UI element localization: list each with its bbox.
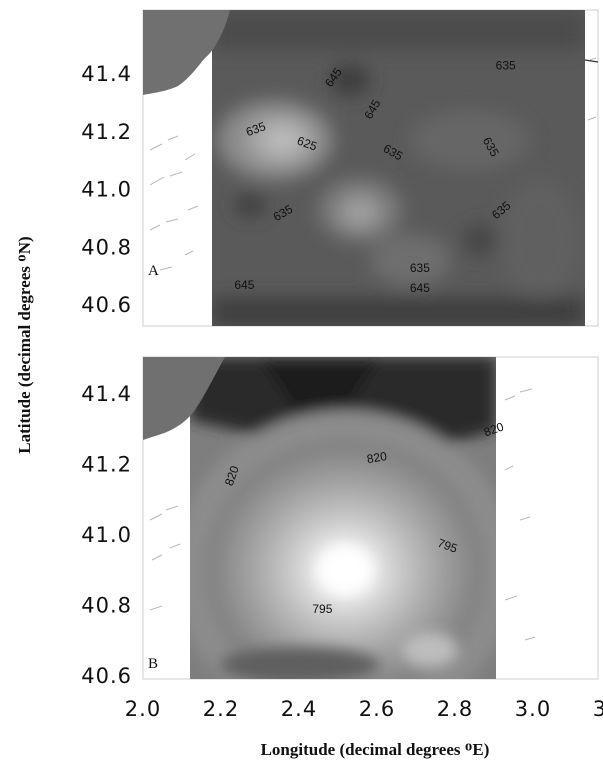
panel-a-field bbox=[212, 10, 585, 326]
y-axis-title: Latitude (decimal degrees ᴼN) bbox=[15, 236, 34, 453]
panel-a-letter: A bbox=[148, 263, 159, 279]
y-tick-label: 40.8 bbox=[81, 594, 132, 618]
contour-label: 795 bbox=[312, 602, 332, 616]
y-tick-labels-a: 41.4 41.2 41.0 40.8 40.6 bbox=[81, 62, 132, 317]
y-tick-label: 41.4 bbox=[81, 382, 132, 406]
panel-a-land bbox=[143, 10, 230, 95]
y-tick-label: 41.2 bbox=[81, 453, 132, 477]
contour-label: 635 bbox=[496, 59, 516, 73]
contour-label: 625 bbox=[295, 134, 319, 154]
y-tick-label: 41.4 bbox=[81, 62, 132, 86]
y-tick-label: 40.8 bbox=[81, 235, 132, 259]
y-tick-labels-b: 41.4 41.2 41.0 40.8 40.6 bbox=[81, 382, 132, 688]
y-tick-label: 41.0 bbox=[81, 178, 132, 202]
contour-label: 635 bbox=[244, 119, 268, 139]
y-tick-label: 40.6 bbox=[81, 664, 132, 688]
contour-label: 820 bbox=[482, 419, 506, 439]
panel-b-land bbox=[143, 357, 225, 440]
panel-b-bathymetry bbox=[149, 388, 536, 641]
contour-label: 820 bbox=[366, 449, 388, 466]
panel-b: 820 820 820 795 795 B bbox=[142, 356, 599, 680]
y-tick-label: 41.0 bbox=[81, 523, 132, 547]
x-tick-label: 2.8 bbox=[437, 697, 473, 721]
contour-label: 645 bbox=[410, 281, 430, 295]
x-tick-label: 2.0 bbox=[125, 697, 161, 721]
contour-label: 820 bbox=[222, 464, 242, 488]
y-tick-label: 41.2 bbox=[81, 120, 132, 144]
panel-b-letter: B bbox=[148, 656, 158, 672]
x-tick-label: 3.0 bbox=[515, 697, 551, 721]
panel-a-bathymetry bbox=[149, 57, 597, 271]
x-tick-label: 2.4 bbox=[281, 697, 317, 721]
contour-label: 645 bbox=[234, 278, 254, 292]
panel-b-contour-labels: 820 820 820 795 795 bbox=[222, 419, 506, 616]
x-tick-labels: 2.0 2.2 2.4 2.6 2.8 3.0 3.2 bbox=[125, 697, 603, 721]
panel-b-field bbox=[190, 357, 496, 679]
contour-label: 795 bbox=[436, 536, 460, 556]
x-tick-label: 3.2 bbox=[593, 697, 603, 721]
x-tick-label: 2.6 bbox=[359, 697, 395, 721]
contour-label: 635 bbox=[410, 261, 430, 275]
x-tick-label: 2.2 bbox=[203, 697, 239, 721]
x-axis-title: Longitude (decimal degrees ᴼE) bbox=[261, 740, 490, 759]
y-tick-label: 40.6 bbox=[81, 293, 132, 317]
